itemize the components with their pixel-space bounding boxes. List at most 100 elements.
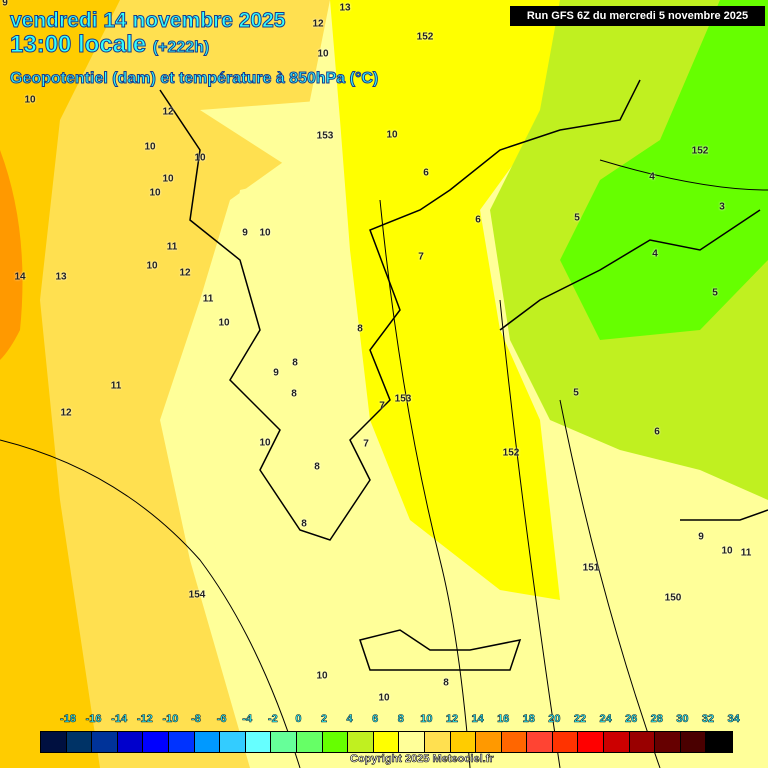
map-value-label: 9 bbox=[273, 367, 279, 379]
forecast-date: vendredi 14 novembre 2025 bbox=[9, 9, 286, 33]
legend-swatch bbox=[655, 732, 681, 752]
model-run-info: Run GFS 6Z du mercredi 5 novembre 2025 bbox=[510, 6, 765, 26]
map-value-label: 153 bbox=[394, 393, 412, 405]
map-value-label: 5 bbox=[573, 387, 579, 399]
legend-swatch bbox=[680, 732, 707, 752]
legend-tick-label: 14 bbox=[471, 713, 484, 726]
legend-swatch bbox=[552, 732, 579, 752]
map-value-label: 8 bbox=[357, 323, 363, 335]
color-legend bbox=[40, 731, 734, 753]
legend-swatch bbox=[66, 732, 93, 752]
legend-tick-label: 32 bbox=[701, 713, 715, 726]
local-time: 13:00 locale bbox=[9, 31, 147, 59]
legend-tick-label: 0 bbox=[295, 713, 302, 726]
legend-tick-label: -16 bbox=[85, 713, 102, 726]
legend-tick-label: 20 bbox=[548, 713, 561, 726]
temp-zone-10 bbox=[180, 100, 560, 768]
map-value-label: 4 bbox=[652, 248, 658, 260]
map-value-label: 3 bbox=[719, 201, 725, 213]
legend-swatch bbox=[41, 732, 67, 752]
legend-swatch bbox=[143, 732, 169, 752]
map-value-label: 11 bbox=[202, 293, 214, 305]
legend-swatch bbox=[373, 732, 400, 752]
temp-zone-16 bbox=[0, 150, 23, 360]
legend-tick-label: 10 bbox=[420, 713, 433, 726]
lead-time: (+222h) bbox=[152, 39, 210, 57]
legend-tick-label: -6 bbox=[216, 713, 227, 726]
map-value-label: 152 bbox=[691, 145, 709, 157]
legend-swatch bbox=[578, 732, 605, 752]
map-value-label: 12 bbox=[312, 18, 324, 30]
map-value-label: 14 bbox=[14, 271, 26, 283]
map-value-label: 13 bbox=[339, 2, 351, 14]
legend-swatch bbox=[450, 732, 477, 752]
legend-swatch bbox=[168, 732, 195, 752]
copyright: Copyright 2025 Meteociel.fr bbox=[350, 753, 494, 766]
map-value-label: 9 bbox=[698, 531, 704, 543]
legend-swatch bbox=[296, 732, 323, 752]
legend-tick-label: 28 bbox=[650, 713, 663, 726]
map-value-label: 10 bbox=[146, 260, 158, 272]
map-value-label: 10 bbox=[259, 437, 271, 449]
map-value-label: 8 bbox=[291, 388, 297, 400]
legend-swatch bbox=[117, 732, 144, 752]
legend-tick-label: -14 bbox=[111, 713, 128, 726]
temp-zone-12 bbox=[0, 0, 330, 768]
map-value-label: 150 bbox=[664, 592, 682, 604]
map-value-label: 12 bbox=[162, 106, 174, 118]
legend-tick-label: 8 bbox=[397, 713, 404, 726]
coastlines bbox=[159, 79, 768, 671]
legend-swatch bbox=[220, 732, 246, 752]
legend-tick-label: 2 bbox=[320, 713, 328, 726]
legend-swatch bbox=[322, 732, 349, 752]
map-value-label: 13 bbox=[55, 271, 67, 283]
forecast-time: 13:00 locale (+222h) bbox=[9, 31, 210, 59]
legend-tick-label: 4 bbox=[346, 713, 353, 726]
legend-swatch bbox=[527, 732, 553, 752]
legend-tick-label: 26 bbox=[625, 713, 638, 726]
map-value-label: 10 bbox=[259, 227, 271, 239]
legend-tick-label: 34 bbox=[727, 713, 740, 726]
map-value-label: 10 bbox=[24, 94, 36, 106]
legend-swatch bbox=[501, 732, 528, 752]
map-value-label: 8 bbox=[292, 357, 298, 369]
map-value-label: 10 bbox=[162, 173, 174, 185]
legend-tick-label: -8 bbox=[191, 713, 201, 726]
map-value-label: 6 bbox=[423, 167, 429, 179]
map-value-label: 8 bbox=[443, 677, 449, 689]
legend-swatch bbox=[604, 732, 630, 752]
map-value-label: 7 bbox=[418, 251, 424, 263]
legend-tick-label: -2 bbox=[267, 713, 278, 726]
map-value-label: 152 bbox=[416, 31, 434, 43]
map-value-label: 12 bbox=[179, 267, 191, 279]
map-value-label: 8 bbox=[301, 518, 307, 530]
map-value-label: 152 bbox=[502, 447, 520, 459]
geopotential-isolines bbox=[0, 159, 768, 768]
legend-tick-label: 22 bbox=[573, 713, 587, 726]
map-value-label: 10 bbox=[317, 48, 329, 60]
legend-swatch bbox=[271, 732, 297, 752]
map-value-label: 4 bbox=[649, 171, 655, 183]
map-value-label: 12 bbox=[60, 407, 72, 419]
legend-tick-label: 6 bbox=[372, 713, 379, 726]
map-value-label: 10 bbox=[149, 187, 161, 199]
map-value-label: 154 bbox=[188, 589, 206, 601]
map-value-label: 11 bbox=[166, 241, 178, 253]
legend-swatch bbox=[348, 732, 374, 752]
legend-tick-label: -18 bbox=[60, 713, 77, 726]
map-value-label: 8 bbox=[314, 461, 320, 473]
map-value-label: 10 bbox=[194, 152, 206, 164]
map-value-label: 6 bbox=[654, 426, 660, 438]
map-value-label: 6 bbox=[475, 214, 481, 226]
map-value-label: 5 bbox=[712, 287, 718, 299]
temp-zone-4 bbox=[560, 0, 768, 340]
map-value-label: 11 bbox=[740, 547, 752, 559]
legend-tick-label: -12 bbox=[136, 713, 154, 726]
map-value-label: 153 bbox=[316, 130, 334, 142]
legend-tick-label: 16 bbox=[497, 713, 510, 726]
legend-tick-label: 18 bbox=[522, 713, 535, 726]
map-value-label: 9 bbox=[2, 0, 8, 9]
map-value-label: 10 bbox=[316, 670, 328, 682]
